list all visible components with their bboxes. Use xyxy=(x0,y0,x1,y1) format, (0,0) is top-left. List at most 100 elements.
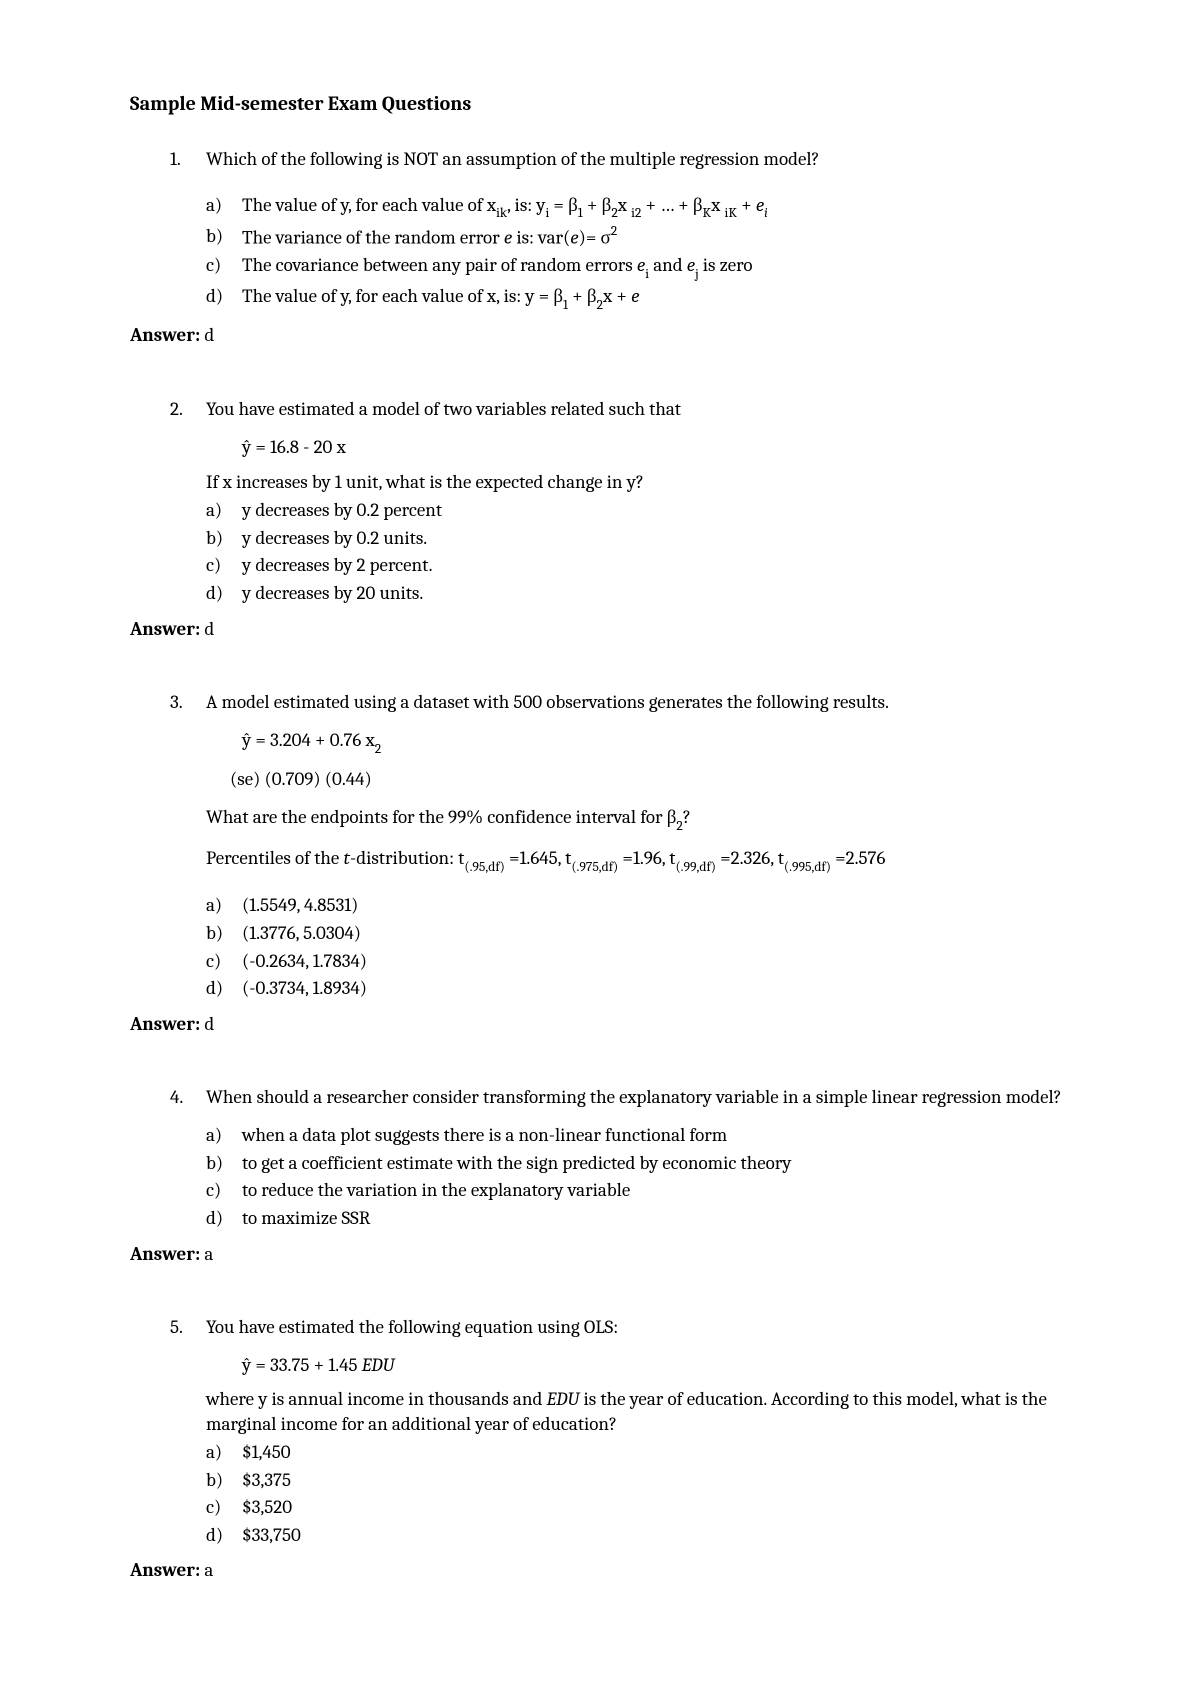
question-1: 1. Which of the following is NOT an assu… xyxy=(130,147,1070,313)
option-label: d) xyxy=(206,976,242,1002)
option-text: (1.3776, 5.0304) xyxy=(242,921,1070,947)
option-label: b) xyxy=(206,1151,242,1177)
option-text: y decreases by 0.2 units. xyxy=(242,526,1070,552)
answer-value: d xyxy=(204,618,214,640)
option-text: $3,520 xyxy=(242,1495,1070,1521)
option-a: a)when a data plot suggests there is a n… xyxy=(206,1123,1070,1149)
question-number: 1. xyxy=(170,147,206,173)
option-label: b) xyxy=(206,224,242,251)
option-c: c)$3,520 xyxy=(206,1495,1070,1521)
option-d: d)y decreases by 20 units. xyxy=(206,581,1070,607)
answer-value: d xyxy=(204,1013,214,1035)
option-label: b) xyxy=(206,1468,242,1494)
se-line: (se) (0.709) (0.44) xyxy=(230,767,1070,793)
question-5: 5. You have estimated the following equa… xyxy=(130,1315,1070,1548)
option-label: d) xyxy=(206,284,242,313)
option-a: a)The value of y, for each value of xik,… xyxy=(206,193,1070,222)
question-post: If x increases by 1 unit, what is the ex… xyxy=(206,470,1070,496)
option-d: d)(-0.3734, 1.8934) xyxy=(206,976,1070,1002)
percentiles: Percentiles of the t-distribution: t(.95… xyxy=(206,846,1070,875)
option-label: d) xyxy=(206,1206,242,1232)
option-label: b) xyxy=(206,526,242,552)
option-text: y decreases by 0.2 percent xyxy=(242,498,1070,524)
option-text: $33,750 xyxy=(242,1523,1070,1549)
question-text: A model estimated using a dataset with 5… xyxy=(206,690,1070,716)
option-d: d)$33,750 xyxy=(206,1523,1070,1549)
equation: ŷ = 33.75 + 1.45 EDU xyxy=(242,1353,1070,1379)
question-number: 3. xyxy=(170,690,206,716)
question-4: 4. When should a researcher consider tra… xyxy=(130,1085,1070,1231)
answer-line: Answer: a xyxy=(130,1242,1070,1268)
answer-label: Answer: xyxy=(130,1243,200,1265)
options-list: a) (1.5549, 4.8531) b)(1.3776, 5.0304) c… xyxy=(206,893,1070,1002)
option-text: to reduce the variation in the explanato… xyxy=(242,1178,1070,1204)
question-text: You have estimated the following equatio… xyxy=(206,1315,1070,1341)
option-b: b)$3,375 xyxy=(206,1468,1070,1494)
question-number: 2. xyxy=(170,397,206,423)
answer-line: Answer: d xyxy=(130,323,1070,349)
answer-value: a xyxy=(204,1559,213,1581)
answer-value: d xyxy=(204,324,214,346)
option-label: a) xyxy=(206,1123,242,1149)
option-label: a) xyxy=(206,1440,242,1466)
option-label: c) xyxy=(206,1495,242,1521)
options-list: a)when a data plot suggests there is a n… xyxy=(206,1123,1070,1232)
question-text: When should a researcher consider transf… xyxy=(206,1085,1070,1111)
answer-label: Answer: xyxy=(130,1013,200,1035)
answer-label: Answer: xyxy=(130,324,200,346)
option-d: d)to maximize SSR xyxy=(206,1206,1070,1232)
question-stem: 5. You have estimated the following equa… xyxy=(170,1315,1070,1341)
option-text: The value of y, for each value of xik, i… xyxy=(242,193,1070,222)
question-post: What are the endpoints for the 99% confi… xyxy=(206,805,1070,834)
page-title: Sample Mid-semester Exam Questions xyxy=(130,90,1070,117)
page: Sample Mid-semester Exam Questions 1. Wh… xyxy=(0,0,1200,1644)
option-c: c) (-0.2634, 1.7834) xyxy=(206,949,1070,975)
option-c: c)y decreases by 2 percent. xyxy=(206,553,1070,579)
question-text: You have estimated a model of two variab… xyxy=(206,397,1070,423)
question-stem: 3. A model estimated using a dataset wit… xyxy=(170,690,1070,716)
question-3: 3. A model estimated using a dataset wit… xyxy=(130,690,1070,1002)
equation: ŷ = 3.204 + 0.76 x2 xyxy=(242,728,1070,757)
option-a: a) (1.5549, 4.8531) xyxy=(206,893,1070,919)
options-list: a)The value of y, for each value of xik,… xyxy=(206,193,1070,314)
answer-line: Answer: d xyxy=(130,617,1070,643)
answer-label: Answer: xyxy=(130,1559,200,1581)
option-d: d)The value of y, for each value of x, i… xyxy=(206,284,1070,313)
option-a: a)$1,450 xyxy=(206,1440,1070,1466)
answer-value: a xyxy=(204,1243,213,1265)
question-2: 2. You have estimated a model of two var… xyxy=(130,397,1070,606)
options-list: a)$1,450 b)$3,375 c)$3,520 d)$33,750 xyxy=(206,1440,1070,1549)
answer-label: Answer: xyxy=(130,618,200,640)
option-label: d) xyxy=(206,1523,242,1549)
option-text: when a data plot suggests there is a non… xyxy=(242,1123,1070,1149)
question-stem: 1. Which of the following is NOT an assu… xyxy=(170,147,1070,173)
option-text: y decreases by 2 percent. xyxy=(242,553,1070,579)
option-label: c) xyxy=(206,553,242,579)
option-b: b)The variance of the random error e is:… xyxy=(206,224,1070,251)
options-list: a)y decreases by 0.2 percent b)y decreas… xyxy=(206,498,1070,607)
option-text: (-0.3734, 1.8934) xyxy=(242,976,1070,1002)
option-text: (-0.2634, 1.7834) xyxy=(242,949,1070,975)
option-text: to get a coefficient estimate with the s… xyxy=(242,1151,1070,1177)
option-label: d) xyxy=(206,581,242,607)
option-c: c)The covariance between any pair of ran… xyxy=(206,253,1070,282)
answer-line: Answer: d xyxy=(130,1012,1070,1038)
option-text: $1,450 xyxy=(242,1440,1070,1466)
option-text: The variance of the random error e is: v… xyxy=(242,224,1070,251)
option-a: a)y decreases by 0.2 percent xyxy=(206,498,1070,524)
option-text: to maximize SSR xyxy=(242,1206,1070,1232)
option-text: $3,375 xyxy=(242,1468,1070,1494)
option-label: c) xyxy=(206,949,242,975)
equation: ŷ = 16.8 - 20 x xyxy=(242,435,1070,461)
option-text: (1.5549, 4.8531) xyxy=(242,893,1070,919)
question-number: 4. xyxy=(170,1085,206,1111)
option-label: a) xyxy=(206,193,242,222)
option-label: a) xyxy=(206,498,242,524)
option-text: y decreases by 20 units. xyxy=(242,581,1070,607)
question-post: where y is annual income in thousands an… xyxy=(206,1387,1070,1438)
question-text: Which of the following is NOT an assumpt… xyxy=(206,147,1070,173)
option-b: b)to get a coefficient estimate with the… xyxy=(206,1151,1070,1177)
question-stem: 4. When should a researcher consider tra… xyxy=(170,1085,1070,1111)
option-text: The covariance between any pair of rando… xyxy=(242,253,1070,282)
option-label: c) xyxy=(206,253,242,282)
